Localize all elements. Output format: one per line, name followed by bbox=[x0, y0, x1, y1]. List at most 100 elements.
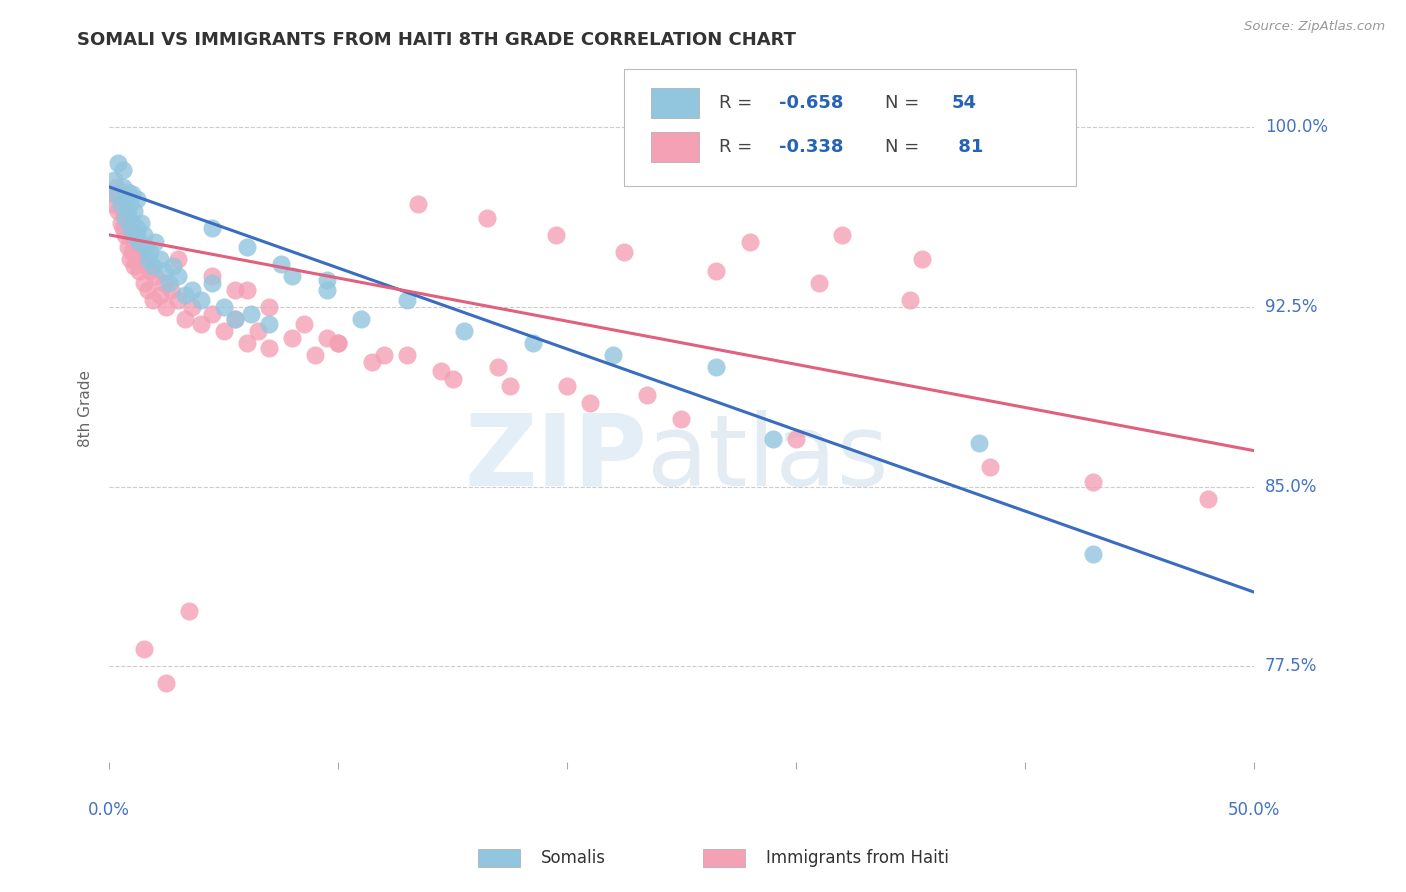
Text: Source: ZipAtlas.com: Source: ZipAtlas.com bbox=[1244, 20, 1385, 33]
Point bbox=[235, 283, 257, 297]
Point bbox=[149, 252, 172, 266]
Point bbox=[453, 324, 475, 338]
Point bbox=[135, 259, 157, 273]
Point bbox=[898, 293, 921, 307]
Text: 92.5%: 92.5% bbox=[1265, 298, 1317, 316]
Point bbox=[117, 240, 139, 254]
Point bbox=[636, 388, 658, 402]
Point bbox=[967, 436, 990, 450]
Point bbox=[201, 220, 224, 235]
Text: N =: N = bbox=[886, 138, 925, 156]
Point bbox=[224, 283, 246, 297]
Point bbox=[1083, 547, 1105, 561]
Point bbox=[911, 252, 934, 266]
Text: 77.5%: 77.5% bbox=[1265, 657, 1317, 675]
Point bbox=[704, 359, 727, 374]
Point bbox=[117, 203, 139, 218]
Point bbox=[117, 220, 139, 235]
Point bbox=[499, 379, 522, 393]
Point bbox=[149, 287, 172, 301]
Point bbox=[142, 259, 165, 273]
Point bbox=[270, 257, 292, 271]
Point bbox=[110, 216, 132, 230]
Point bbox=[128, 264, 150, 278]
Point bbox=[124, 235, 146, 249]
Point bbox=[522, 335, 544, 350]
Point bbox=[602, 348, 624, 362]
Point bbox=[124, 227, 146, 242]
Point bbox=[259, 317, 281, 331]
Point bbox=[395, 293, 418, 307]
Point bbox=[190, 317, 212, 331]
Point bbox=[395, 348, 418, 362]
Text: 50.0%: 50.0% bbox=[1227, 801, 1279, 819]
Point bbox=[167, 268, 190, 283]
Point bbox=[162, 259, 184, 273]
Point bbox=[110, 192, 132, 206]
Point bbox=[544, 227, 567, 242]
Point bbox=[155, 676, 177, 690]
Point bbox=[157, 276, 180, 290]
Point bbox=[212, 324, 235, 338]
Point bbox=[155, 300, 177, 314]
Point bbox=[350, 311, 373, 326]
Point bbox=[132, 276, 155, 290]
Point bbox=[373, 348, 395, 362]
Point bbox=[121, 216, 143, 230]
Point bbox=[121, 216, 143, 230]
Point bbox=[361, 355, 384, 369]
Point bbox=[136, 283, 159, 297]
Point bbox=[292, 317, 315, 331]
Point bbox=[124, 203, 146, 218]
Point bbox=[201, 276, 224, 290]
Point bbox=[128, 235, 150, 249]
Point bbox=[107, 203, 129, 218]
Point bbox=[132, 227, 155, 242]
Point bbox=[135, 240, 157, 254]
Point bbox=[486, 359, 509, 374]
Point bbox=[281, 268, 304, 283]
Text: 100.0%: 100.0% bbox=[1265, 118, 1327, 136]
Point bbox=[235, 240, 257, 254]
Text: 54: 54 bbox=[952, 95, 977, 112]
Point bbox=[406, 196, 429, 211]
Point bbox=[190, 293, 212, 307]
Text: 85.0%: 85.0% bbox=[1265, 477, 1317, 496]
Point bbox=[167, 252, 190, 266]
Point bbox=[110, 196, 132, 211]
Point bbox=[121, 244, 143, 259]
Point bbox=[114, 211, 136, 226]
Text: 81: 81 bbox=[952, 138, 983, 156]
Point bbox=[315, 273, 337, 287]
Text: SOMALI VS IMMIGRANTS FROM HAITI 8TH GRADE CORRELATION CHART: SOMALI VS IMMIGRANTS FROM HAITI 8TH GRAD… bbox=[77, 31, 796, 49]
Point bbox=[201, 307, 224, 321]
Point bbox=[153, 276, 176, 290]
Point bbox=[235, 335, 257, 350]
Point bbox=[1083, 475, 1105, 489]
Point bbox=[807, 276, 830, 290]
Point bbox=[129, 216, 152, 230]
Point bbox=[114, 211, 136, 226]
Point bbox=[111, 163, 134, 178]
Point bbox=[785, 432, 807, 446]
Point bbox=[129, 244, 152, 259]
Point bbox=[136, 252, 159, 266]
Point bbox=[579, 395, 602, 409]
Point bbox=[121, 187, 143, 202]
Text: ZIP: ZIP bbox=[464, 409, 647, 507]
Text: N =: N = bbox=[886, 95, 925, 112]
Point bbox=[125, 252, 148, 266]
Point bbox=[671, 412, 693, 426]
Point bbox=[326, 335, 349, 350]
Point bbox=[201, 268, 224, 283]
Y-axis label: 8th Grade: 8th Grade bbox=[79, 370, 93, 447]
Point bbox=[107, 156, 129, 170]
Point bbox=[153, 264, 176, 278]
Point bbox=[118, 252, 141, 266]
Point bbox=[139, 244, 162, 259]
Point bbox=[979, 460, 1001, 475]
Point bbox=[281, 331, 304, 345]
Point bbox=[441, 372, 464, 386]
Point bbox=[103, 187, 125, 202]
Point bbox=[143, 235, 166, 249]
